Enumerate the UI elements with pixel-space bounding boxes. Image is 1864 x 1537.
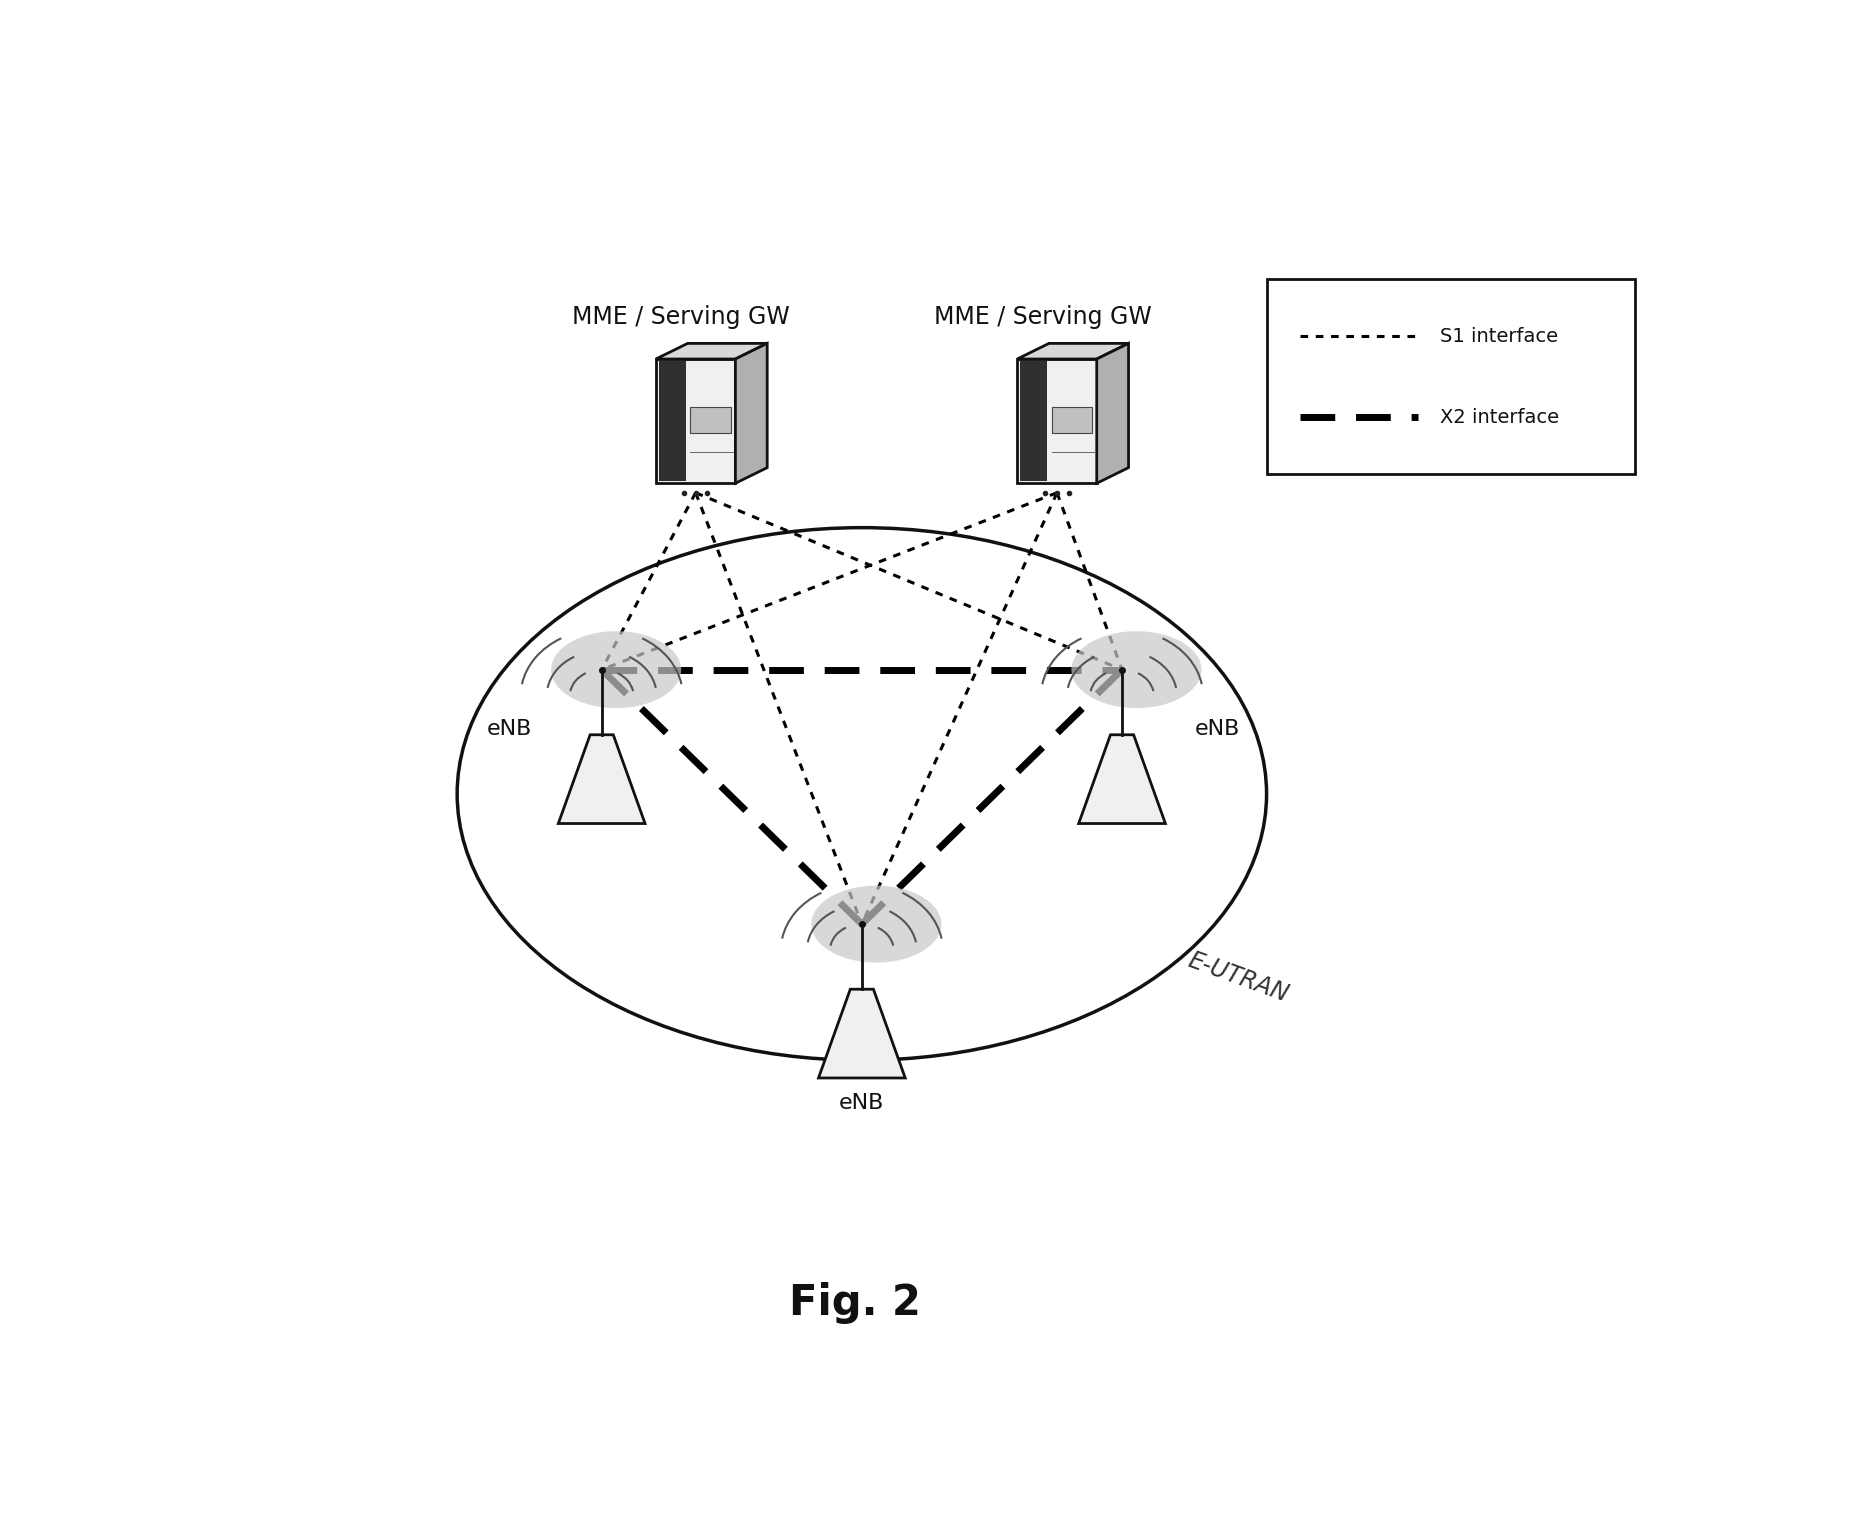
Text: MME / Serving GW: MME / Serving GW [572,306,790,329]
Text: X2 interface: X2 interface [1439,407,1558,427]
Polygon shape [557,735,645,824]
Polygon shape [734,343,766,483]
Polygon shape [818,990,904,1077]
Polygon shape [1016,343,1128,360]
Polygon shape [658,361,686,481]
Polygon shape [1096,343,1128,483]
Text: eNB: eNB [839,1093,884,1113]
Ellipse shape [1070,632,1200,709]
Polygon shape [1051,407,1092,433]
Text: eNB: eNB [487,719,531,739]
Polygon shape [656,360,734,483]
Polygon shape [1077,735,1165,824]
Text: eNB: eNB [1193,719,1240,739]
Ellipse shape [457,527,1266,1061]
Text: E-UTRAN: E-UTRAN [1184,948,1290,1007]
Polygon shape [690,407,731,433]
Polygon shape [1016,360,1096,483]
Ellipse shape [811,885,941,962]
FancyBboxPatch shape [1266,280,1635,475]
Polygon shape [1020,361,1048,481]
Text: Fig. 2: Fig. 2 [788,1282,921,1323]
Polygon shape [656,343,766,360]
Text: S1 interface: S1 interface [1439,327,1556,346]
Text: MME / Serving GW: MME / Serving GW [934,306,1150,329]
Ellipse shape [552,632,680,709]
